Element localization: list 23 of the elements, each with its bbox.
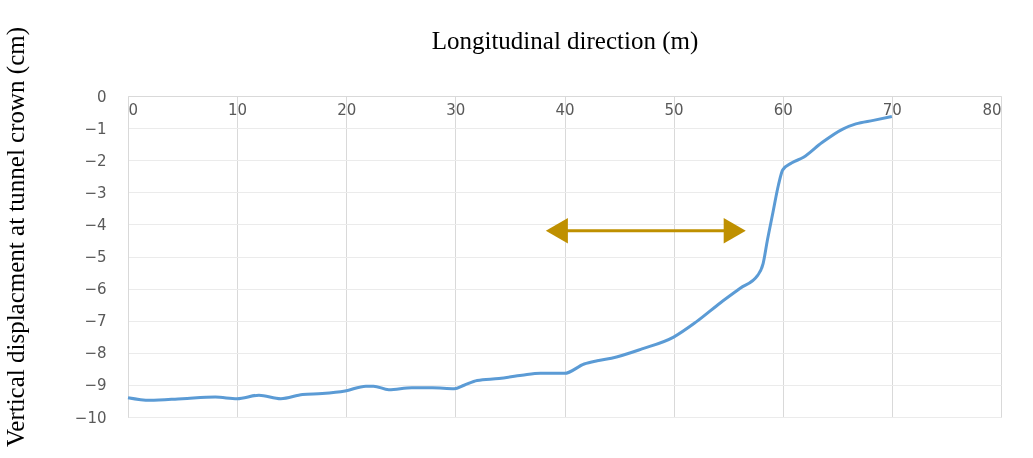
x-axis-title: Longitudinal direction (m) — [431, 26, 699, 55]
y-tick-label: −7 — [84, 312, 107, 331]
x-tick-label: 30 — [446, 100, 466, 119]
x-tick-label: 0 — [128, 100, 139, 119]
y-tick-label: −4 — [84, 215, 107, 234]
x-tick-label: 60 — [773, 100, 793, 119]
y-tick-label: −8 — [84, 344, 107, 363]
line-series — [126, 115, 894, 402]
y-tick-label: 0 — [96, 87, 107, 106]
x-tick-label: 10 — [228, 100, 248, 119]
x-tick-label: 70 — [882, 100, 902, 119]
y-tick-label: −10 — [74, 408, 107, 427]
x-tick-label: 40 — [555, 100, 575, 119]
y-tick-label: −5 — [84, 248, 107, 266]
y-tick-label: −9 — [84, 376, 107, 395]
x-tick-label: 20 — [337, 100, 357, 119]
x-tick-label: 50 — [664, 100, 684, 119]
y-tick-label: −2 — [84, 151, 107, 170]
y-tick-label: −3 — [84, 183, 107, 202]
y-tick-label: −1 — [84, 119, 107, 138]
x-tick-label: 80 — [982, 100, 1002, 119]
y-tick-label: −6 — [84, 280, 107, 299]
y-axis-title: Vertical displacment at tunnel crown (cm) — [1, 27, 30, 447]
